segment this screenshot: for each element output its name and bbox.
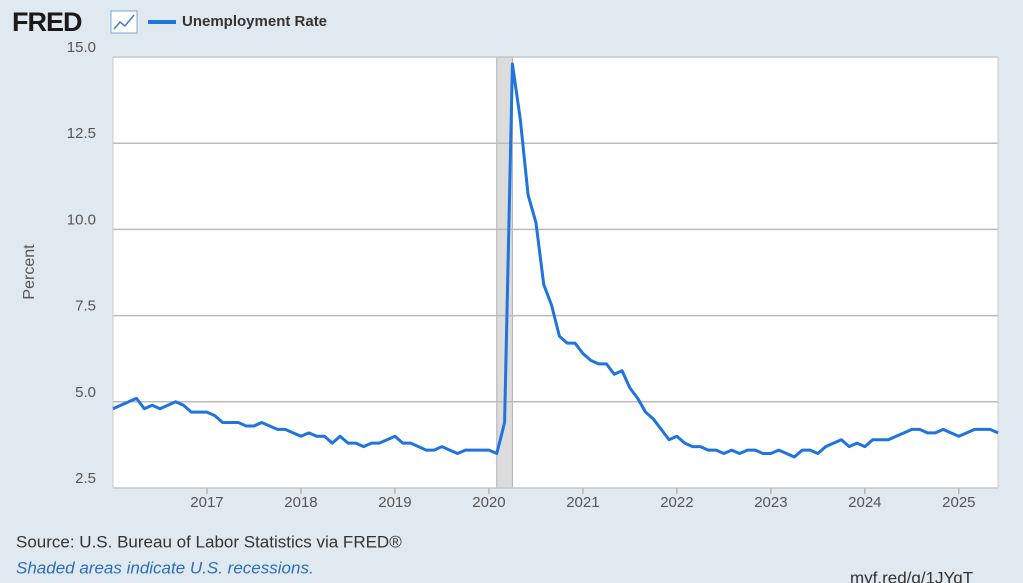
plot-area	[113, 57, 998, 488]
y-tick-label: 7.5	[75, 298, 96, 315]
y-tick-label: 15.0	[67, 39, 96, 56]
recession-note: Shaded areas indicate U.S. recessions.	[16, 558, 314, 577]
y-axis-label: Percent	[21, 244, 38, 300]
x-tick-label: 2022	[660, 494, 693, 511]
plot-border	[112, 56, 999, 489]
y-tick-label: 10.0	[67, 211, 96, 228]
short-link[interactable]: myf.red/g/1JYqT	[850, 568, 973, 583]
data-line	[112, 62, 999, 459]
y-tick-label: 2.5	[75, 470, 96, 487]
y-tick-label: 12.5	[67, 125, 96, 142]
source: Source: U.S. Bureau of Labor Statistics …	[16, 532, 402, 551]
logo[interactable]: FRED	[12, 7, 83, 37]
x-tick-label: 2018	[284, 494, 317, 511]
x-tick-label: 2019	[378, 494, 411, 511]
legend-label: Unemployment Rate	[182, 13, 327, 30]
y-tick-label: 5.0	[75, 384, 96, 401]
x-tick-label: 2025	[942, 494, 975, 511]
x-tick-label: 2020	[472, 494, 505, 511]
x-tick-label: 2021	[566, 494, 599, 511]
x-tick-label: 2017	[190, 494, 223, 511]
x-tick-label: 2023	[754, 494, 787, 511]
chart-icon	[110, 10, 138, 34]
x-tick-label: 2024	[848, 494, 881, 511]
